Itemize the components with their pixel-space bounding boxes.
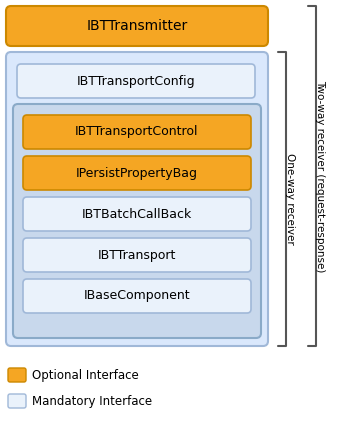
FancyBboxPatch shape <box>13 104 261 338</box>
Text: IBTBatchCallBack: IBTBatchCallBack <box>82 207 192 221</box>
Text: Mandatory Interface: Mandatory Interface <box>32 395 152 408</box>
Text: One-way receiver: One-way receiver <box>285 153 295 245</box>
Text: IBTTransportConfig: IBTTransportConfig <box>77 75 195 88</box>
FancyBboxPatch shape <box>8 368 26 382</box>
FancyBboxPatch shape <box>23 197 251 231</box>
Text: Two-way receiver (request-response): Two-way receiver (request-response) <box>315 80 325 272</box>
Text: IBaseComponent: IBaseComponent <box>84 290 190 302</box>
FancyBboxPatch shape <box>23 238 251 272</box>
Text: IBTTransport: IBTTransport <box>98 248 176 262</box>
Text: IPersistPropertyBag: IPersistPropertyBag <box>76 167 198 179</box>
FancyBboxPatch shape <box>17 64 255 98</box>
FancyBboxPatch shape <box>23 115 251 149</box>
Text: IBTTransmitter: IBTTransmitter <box>86 19 187 33</box>
FancyBboxPatch shape <box>23 156 251 190</box>
FancyBboxPatch shape <box>6 52 268 346</box>
Text: IBTTransportControl: IBTTransportControl <box>75 126 199 138</box>
FancyBboxPatch shape <box>8 394 26 408</box>
FancyBboxPatch shape <box>6 6 268 46</box>
Text: Optional Interface: Optional Interface <box>32 369 139 381</box>
FancyBboxPatch shape <box>23 279 251 313</box>
